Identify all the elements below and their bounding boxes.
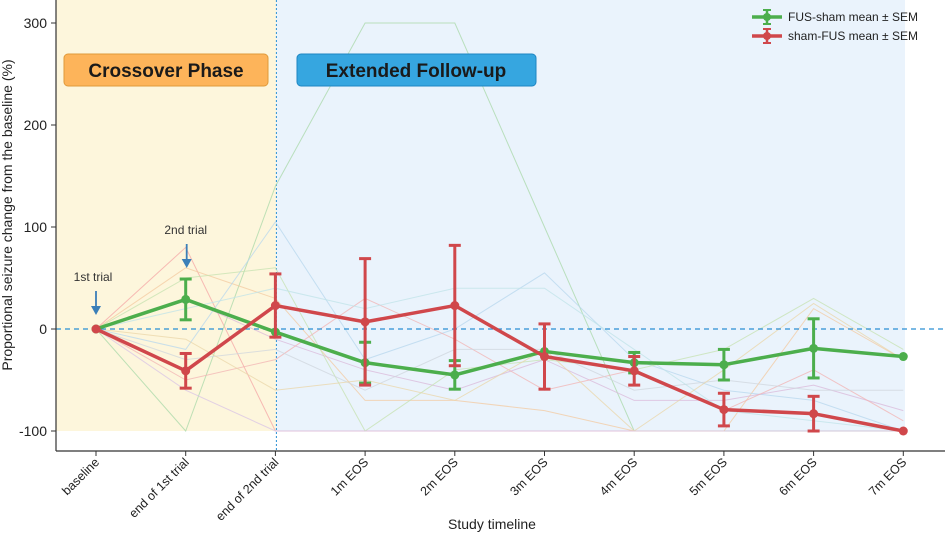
phase-labels: Crossover Phase Extended Follow-up (63, 53, 537, 87)
individual-trace-8 (95, 328, 904, 391)
data-point (181, 294, 191, 304)
x-tick-label: 5m EOS (687, 455, 730, 498)
x-tick-label: 4m EOS (597, 455, 640, 498)
legend-swatch-marker (763, 32, 771, 40)
individual-trace-11 (95, 328, 904, 432)
legend-label: FUS-sham mean ± SEM (788, 10, 918, 24)
x-tick-label: baseline (59, 455, 102, 498)
annotation-2nd-trial: 2nd trial (164, 223, 207, 237)
legend: FUS-sham mean ± SEM sham-FUS mean ± SEM (752, 9, 918, 44)
x-tick-label: 3m EOS (507, 455, 550, 498)
x-tick-label: 7m EOS (866, 455, 909, 498)
annotation-1st-trial: 1st trial (74, 270, 113, 284)
x-tick-label: 2m EOS (418, 455, 461, 498)
x-tick-label: 6m EOS (776, 455, 819, 498)
data-point (270, 301, 280, 311)
x-tick-label: end of 2nd trial (213, 455, 281, 523)
phase-label-followup: Extended Follow-up (326, 61, 507, 82)
series-line (95, 303, 904, 433)
legend-label: sham-FUS mean ± SEM (788, 29, 918, 43)
data-point (91, 324, 101, 334)
y-tick-label: -100 (19, 423, 47, 439)
phase-label-crossover: Crossover Phase (88, 61, 243, 82)
individual-trace-4 (95, 221, 904, 432)
phase-label-box-crossover (63, 53, 269, 87)
data-point (898, 426, 908, 436)
data-point (540, 352, 549, 362)
data-point (181, 366, 191, 376)
x-axis-title: Study timeline (448, 516, 536, 532)
annotations: 1st trial 2nd trial (74, 223, 207, 315)
data-point (450, 370, 460, 380)
individual-trace-10 (95, 302, 904, 432)
data-point (629, 366, 639, 376)
arrow-head (91, 306, 101, 315)
data-point (809, 409, 819, 419)
series-line (95, 297, 904, 377)
x-tick-label: end of 1st trial (126, 455, 191, 520)
series-lines (91, 243, 908, 436)
data-point (450, 301, 460, 311)
y-tick-label: 100 (24, 219, 48, 235)
data-point (360, 317, 370, 327)
series-2 (91, 243, 908, 436)
individual-trace-9 (95, 287, 904, 432)
data-point (719, 360, 729, 370)
data-point (809, 343, 819, 353)
y-axis-title: Proportional seizure change from the bas… (0, 59, 15, 370)
individual-trace-3 (95, 267, 904, 432)
y-tick-label: 200 (24, 117, 48, 133)
data-point (898, 352, 908, 362)
phase-label-box-followup (296, 53, 537, 87)
arrow-head (181, 259, 192, 268)
x-tick-label: 1m EOS (328, 455, 371, 498)
y-tick-label: 300 (24, 15, 48, 31)
data-point (719, 405, 729, 415)
legend-swatch-marker (763, 13, 771, 21)
y-tick-label: 0 (39, 321, 47, 337)
